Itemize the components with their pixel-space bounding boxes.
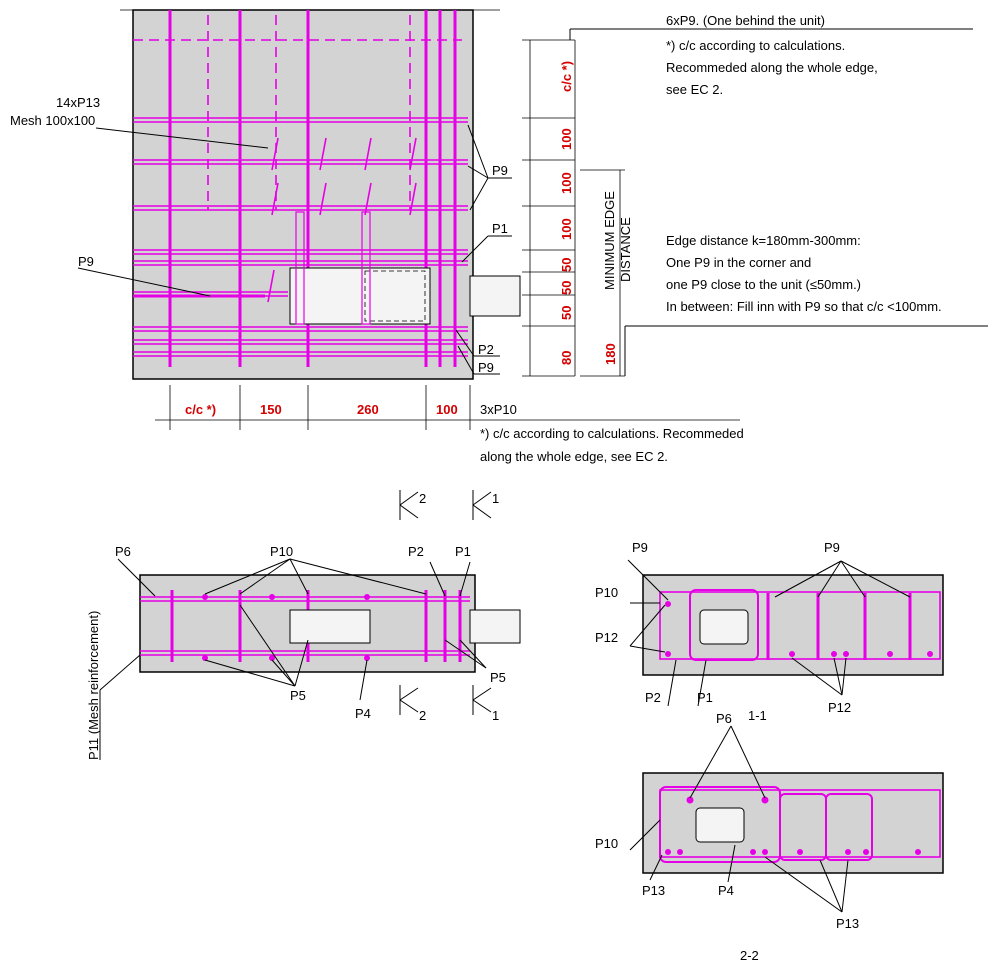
- cut-1-bottom: 1: [492, 708, 499, 723]
- p2-label-11: P2: [645, 690, 661, 705]
- p5-label-right: P5: [490, 670, 506, 685]
- svg-text:50: 50: [559, 281, 574, 295]
- cut-1-top: 1: [492, 491, 499, 506]
- cut-2-bottom: 2: [419, 708, 426, 723]
- edge-line-1: Edge distance k=180mm-300mm:: [666, 233, 861, 248]
- p9-label-11-left: P9: [632, 540, 648, 555]
- edge-line-2: One P9 in the corner and: [666, 255, 811, 270]
- svg-text:100: 100: [436, 402, 458, 417]
- note-ec2: see EC 2.: [666, 82, 723, 97]
- p10-label: P10: [270, 544, 293, 559]
- p1-label-elev: P1: [455, 544, 471, 559]
- unit-protrusion: [469, 275, 521, 317]
- p9-label-11-right: P9: [824, 540, 840, 555]
- vertical-dimension-chain: c/c *) 100 100 100 50 50 50 80 180 MINIM…: [522, 39, 633, 377]
- bottom-note-1: *) c/c according to calculations. Recomm…: [480, 426, 744, 441]
- label-3xP10: 3xP10: [480, 402, 517, 417]
- p6-label-22: P6: [716, 711, 732, 726]
- p2-label-elev: P2: [408, 544, 424, 559]
- section-1-1-title: 1-1: [748, 708, 767, 723]
- svg-text:150: 150: [260, 402, 282, 417]
- section-2-2-title: 2-2: [740, 948, 759, 963]
- note-cc: *) c/c according to calculations.: [666, 38, 845, 53]
- p9-left-label: P9: [78, 254, 94, 269]
- edge-line-4: In between: Fill inn with P9 so that c/c…: [666, 299, 942, 314]
- svg-text:260: 260: [357, 402, 379, 417]
- svg-text:50: 50: [559, 306, 574, 320]
- anchor-unit-plan: [289, 267, 431, 325]
- svg-text:100: 100: [559, 172, 574, 194]
- p13-label-22-left: P13: [642, 883, 665, 898]
- dashed-mesh-bars: [207, 15, 411, 210]
- svg-text:80: 80: [559, 351, 574, 365]
- p4-label-22: P4: [718, 883, 734, 898]
- p10-label-11: P10: [595, 585, 618, 600]
- p6-label: P6: [115, 544, 131, 559]
- section-2-2: P6 P10 P13 P4 P13 2-2: [595, 711, 944, 963]
- p9-bottom-label: P9: [478, 360, 494, 375]
- svg-text:c/c *): c/c *): [185, 402, 216, 417]
- p1-label: P1: [492, 221, 508, 236]
- svg-text:c/c *): c/c *): [559, 61, 574, 92]
- p12-label-11-right: P12: [828, 700, 851, 715]
- top-plan-view: 14xP13 Mesh 100x100 P9 P9 P1 P2 P9 6xP9.…: [10, 9, 988, 464]
- section-1-1: P9 P9 P10 P12 P2 P1 P12 1-1: [595, 540, 944, 723]
- p2-label: P2: [478, 342, 494, 357]
- p9-right-label: P9: [492, 163, 508, 178]
- p1-label-11: P1: [697, 690, 713, 705]
- bottom-note-2: along the whole edge, see EC 2.: [480, 449, 668, 464]
- svg-text:50: 50: [559, 258, 574, 272]
- dim-180: 180: [603, 343, 618, 365]
- section-elevation: 2 1 2 1 P6 P10 P2 P1 P11 (Mesh reinforce: [86, 490, 521, 760]
- p4-label: P4: [355, 706, 371, 721]
- horizontal-mesh-bars: [133, 39, 468, 357]
- p12-label-11-left: P12: [595, 630, 618, 645]
- p5-label-mid: P5: [290, 688, 306, 703]
- p13-label-22-right: P13: [836, 916, 859, 931]
- note-recommend: Recommeded along the whole edge,: [666, 60, 878, 75]
- note-top: 6xP9. (One behind the unit): [666, 13, 825, 28]
- mesh-spacing-label: Mesh 100x100: [10, 113, 95, 128]
- svg-text:100: 100: [559, 218, 574, 240]
- p11-label: P11 (Mesh reinforcement): [86, 611, 101, 760]
- edge-line-3: one P9 close to the unit (≤50mm.): [666, 277, 861, 292]
- svg-text:100: 100: [559, 128, 574, 150]
- p10-label-22: P10: [595, 836, 618, 851]
- cut-markers: [399, 490, 492, 715]
- horizontal-dimension-chain: c/c *) 150 260 100 3xP10 *) c/c accordin…: [155, 385, 744, 464]
- min-edge-2: DISTANCE: [618, 217, 633, 282]
- cut-2-top: 2: [419, 491, 426, 506]
- tie-marks: [267, 137, 417, 303]
- mesh-count-label: 14xP13: [56, 95, 100, 110]
- min-edge-1: MINIMUM EDGE: [602, 191, 617, 290]
